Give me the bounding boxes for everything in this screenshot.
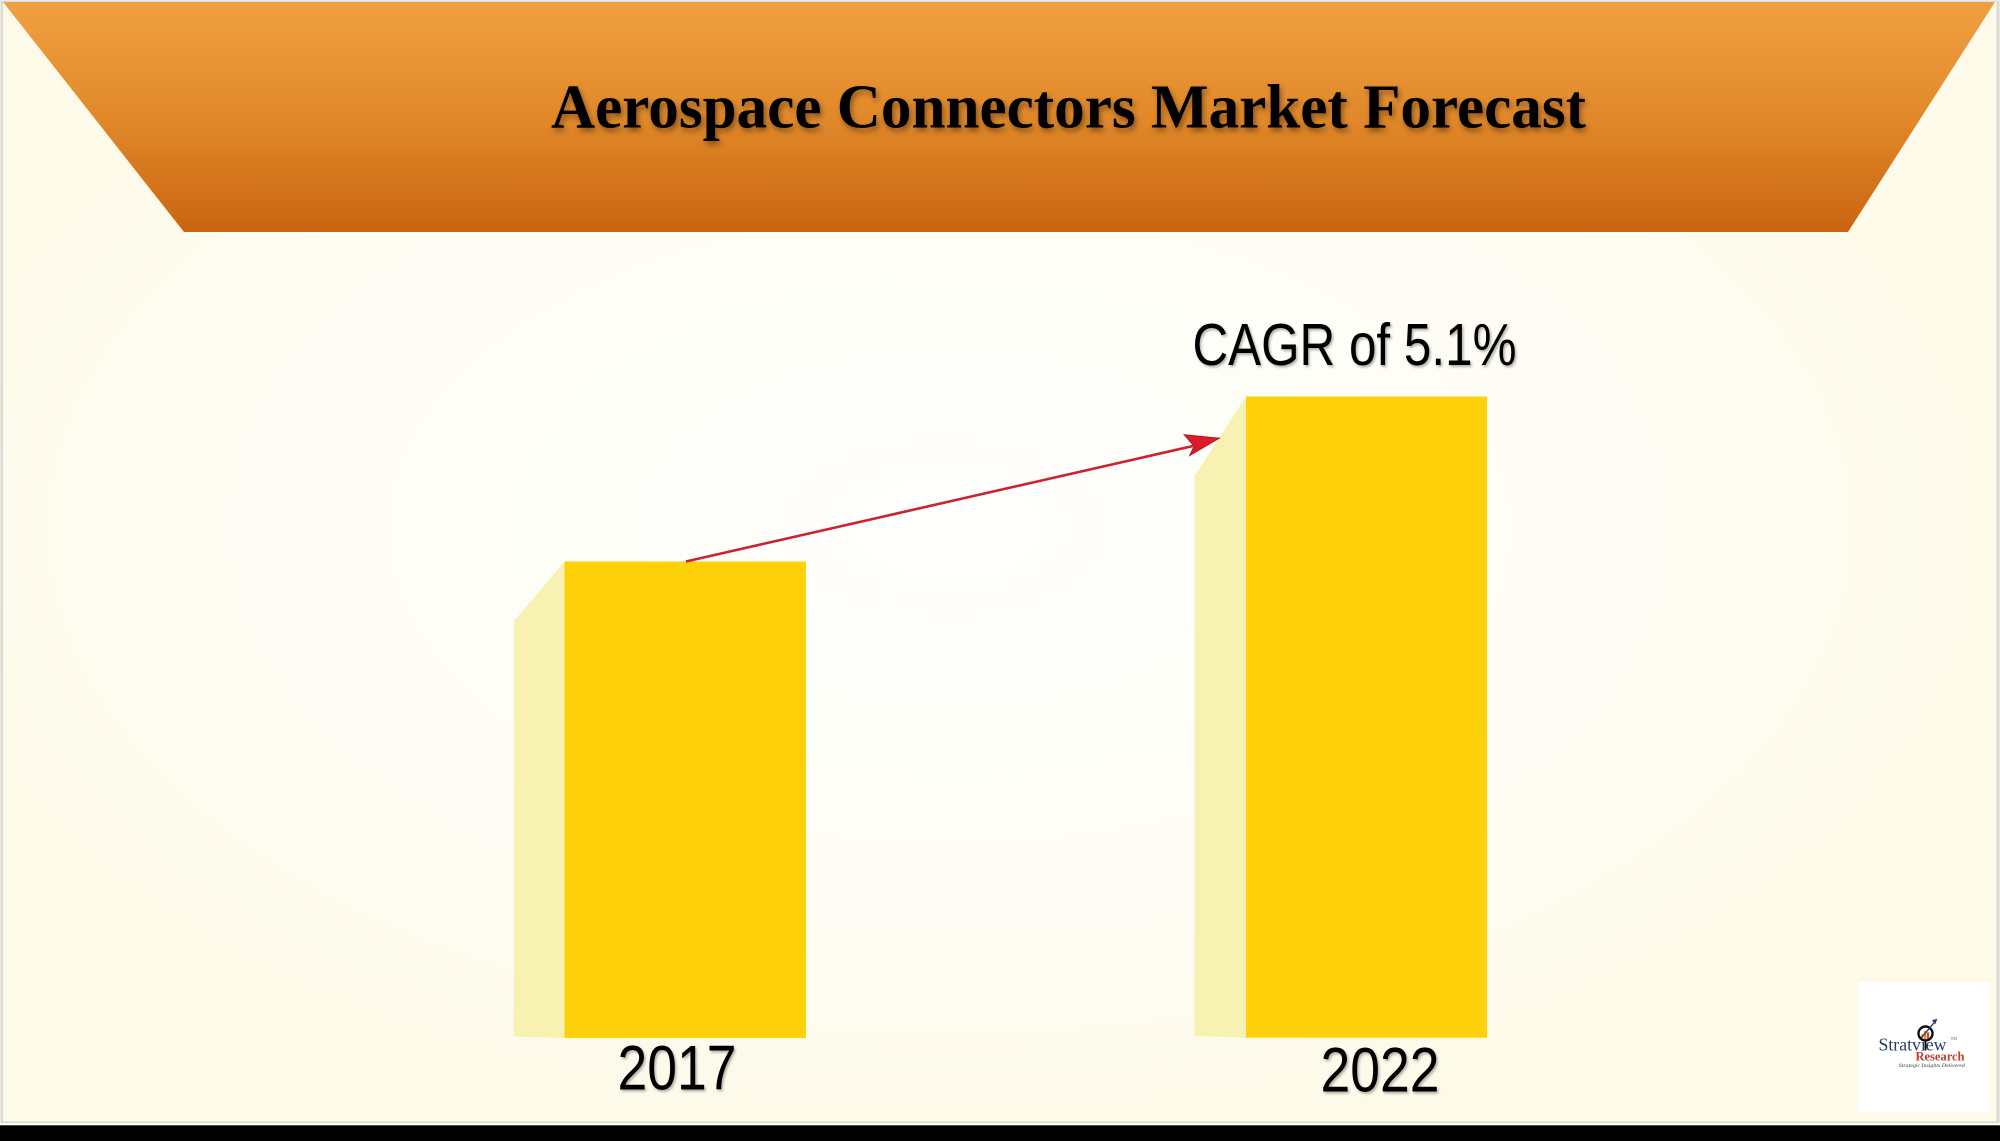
svg-text:Research: Research xyxy=(1916,1049,1966,1064)
svg-text:TM: TM xyxy=(1951,1036,1957,1041)
svg-text:CAGR of 5.1%: CAGR of 5.1% xyxy=(1193,311,1517,378)
svg-text:Aerospace Connectors Market Fo: Aerospace Connectors Market Forecast xyxy=(551,72,1586,142)
svg-text:2022: 2022 xyxy=(1321,1036,1440,1106)
svg-text:2017: 2017 xyxy=(618,1034,737,1104)
svg-text:Strategic Insights Delivered: Strategic Insights Delivered xyxy=(1899,1063,1965,1069)
